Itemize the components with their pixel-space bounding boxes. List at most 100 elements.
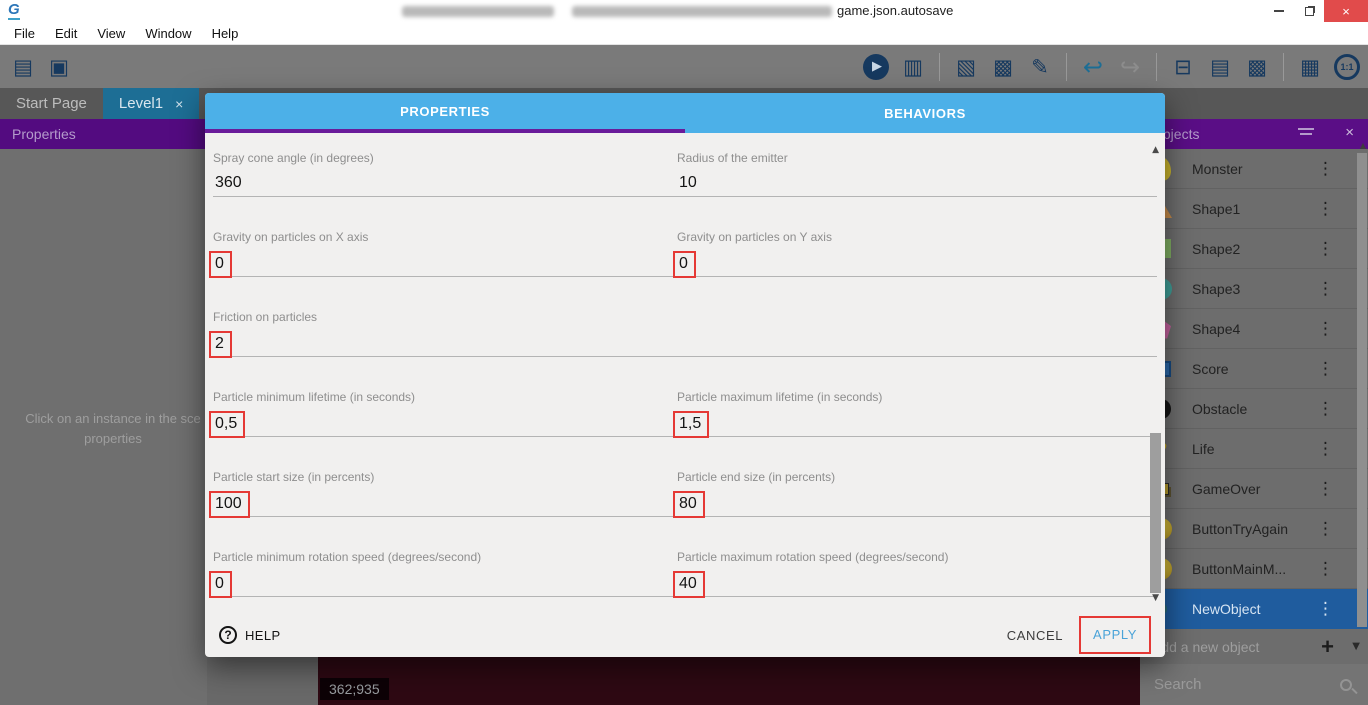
menu-item-file[interactable]: File bbox=[14, 25, 35, 41]
add-object-plus-icon[interactable]: + bbox=[1321, 633, 1334, 659]
dialog-tab-properties[interactable]: PROPERTIES bbox=[205, 93, 685, 133]
dialog-scrollbar-thumb[interactable] bbox=[1150, 433, 1161, 593]
menu-item-window[interactable]: Window bbox=[145, 25, 192, 41]
field-label: Particle end size (in percents) bbox=[677, 470, 836, 484]
object-name: NewObject bbox=[1192, 600, 1261, 617]
field-input-highlighted[interactable]: 0 bbox=[209, 251, 232, 278]
field-input-highlighted[interactable]: 2 bbox=[209, 331, 232, 358]
object-menu-icon[interactable]: ⋮ bbox=[1317, 318, 1334, 339]
start-page-icon[interactable]: ▣ bbox=[44, 52, 74, 82]
object-row-gameover[interactable]: GameOver ⋮ bbox=[1140, 469, 1368, 509]
redo-icon[interactable]: ↪ bbox=[1115, 52, 1145, 82]
window-title: game.json.autosave bbox=[837, 3, 954, 18]
apply-button[interactable]: APPLY bbox=[1093, 627, 1137, 642]
object-row-monster[interactable]: Monster ⋮ bbox=[1140, 149, 1368, 189]
object-row-button[interactable]: ButtonTryAgain ⋮ bbox=[1140, 509, 1368, 549]
object-row-life[interactable]: ♥Life⋮ bbox=[1140, 429, 1368, 469]
scene-canvas[interactable]: 362;935 bbox=[318, 657, 1140, 705]
object-row-newobject[interactable]: NewObject ⋮ bbox=[1140, 589, 1368, 629]
object-menu-icon[interactable]: ⋮ bbox=[1317, 198, 1334, 219]
field-input-highlighted[interactable]: 100 bbox=[209, 491, 250, 518]
tab-close-icon[interactable]: × bbox=[175, 95, 184, 112]
field: Particle end size (in percents) 80 bbox=[673, 470, 1141, 518]
object-menu-icon[interactable]: ⋮ bbox=[1317, 478, 1334, 499]
grid-icon[interactable]: ▦ bbox=[1295, 52, 1325, 82]
project-manager-icon[interactable]: ▤ bbox=[8, 52, 38, 82]
field-input-highlighted[interactable]: 0 bbox=[209, 571, 232, 598]
menu-item-view[interactable]: View bbox=[97, 25, 126, 41]
objects-scrollbar-thumb[interactable] bbox=[1357, 153, 1367, 627]
menu-item-help[interactable]: Help bbox=[211, 25, 239, 41]
dialog-scroll-down-icon[interactable]: ▼ bbox=[1152, 593, 1159, 603]
dialog-scroll-up-icon[interactable]: ▲ bbox=[1152, 145, 1159, 155]
edit-scene-icon[interactable]: ✎ bbox=[1025, 52, 1055, 82]
object-row-shape3[interactable]: Shape3 ⋮ bbox=[1140, 269, 1368, 309]
object-menu-icon[interactable]: ⋮ bbox=[1317, 438, 1334, 459]
help-icon[interactable]: ? bbox=[219, 626, 237, 644]
field: Gravity on particles on X axis 0 bbox=[209, 230, 677, 278]
layers-icon[interactable]: ▩ bbox=[1242, 52, 1272, 82]
cancel-button[interactable]: CANCEL bbox=[1006, 627, 1064, 643]
object-menu-icon[interactable]: ⋮ bbox=[1317, 358, 1334, 379]
field-input-highlighted[interactable]: 80 bbox=[673, 491, 705, 518]
new-object-icon[interactable]: ▧ bbox=[951, 52, 981, 82]
add-object-input[interactable] bbox=[1152, 638, 1292, 655]
restore-icon bbox=[1304, 6, 1314, 16]
object-row-shape1[interactable]: Shape1 ⋮ bbox=[1140, 189, 1368, 229]
field-input-highlighted[interactable]: 0,5 bbox=[209, 411, 246, 438]
field: Friction on particles 2 bbox=[209, 310, 677, 358]
dialog-tab-behaviors[interactable]: BEHAVIORS bbox=[884, 105, 966, 121]
object-row-obstacle[interactable]: Obstacle ⋮ bbox=[1140, 389, 1368, 429]
field-input-highlighted[interactable]: 0 bbox=[673, 251, 696, 278]
object-menu-icon[interactable]: ⋮ bbox=[1317, 238, 1334, 259]
help-button[interactable]: HELP bbox=[245, 627, 281, 643]
add-object-row: + ▼ bbox=[1140, 629, 1368, 664]
zoom-ratio-icon[interactable]: 1:1 bbox=[1332, 52, 1362, 82]
restore-button[interactable] bbox=[1294, 0, 1324, 22]
object-menu-icon[interactable]: ⋮ bbox=[1317, 598, 1334, 619]
search-row bbox=[1140, 664, 1368, 705]
instances-list-icon[interactable]: ▤ bbox=[1205, 52, 1235, 82]
field-input[interactable]: 10 bbox=[679, 174, 697, 191]
object-groups-icon[interactable]: ▩ bbox=[988, 52, 1018, 82]
filter-icon[interactable] bbox=[1298, 128, 1314, 138]
object-menu-icon[interactable]: ⋮ bbox=[1317, 398, 1334, 419]
delete-instances-icon[interactable]: ⊟ bbox=[1168, 52, 1198, 82]
object-menu-icon[interactable]: ⋮ bbox=[1317, 158, 1334, 179]
search-input[interactable] bbox=[1154, 676, 1304, 693]
close-icon: × bbox=[1342, 3, 1350, 19]
object-properties-dialog: PROPERTIES BEHAVIORS ▲ ▼ Spray cone angle… bbox=[205, 93, 1165, 657]
object-menu-icon[interactable]: ⋮ bbox=[1317, 558, 1334, 579]
object-row-score[interactable]: Score ⋮ bbox=[1140, 349, 1368, 389]
undo-icon[interactable]: ↩ bbox=[1078, 52, 1108, 82]
dialog-content: ▲ ▼ Spray cone angle (in degrees) 360 Radi… bbox=[205, 133, 1165, 613]
field: Particle minimum lifetime (in seconds) 0,… bbox=[209, 390, 677, 438]
object-menu-icon[interactable]: ⋮ bbox=[1317, 518, 1334, 539]
properties-empty-message: Click on an instance in the sce properti… bbox=[25, 411, 201, 446]
objects-panel-close-icon[interactable]: × bbox=[1345, 124, 1354, 141]
field-input-highlighted[interactable]: 1,5 bbox=[673, 411, 710, 438]
delete-instances-icon-glyph: ⊟ bbox=[1174, 54, 1192, 79]
debug-icon[interactable]: ▥ bbox=[898, 52, 928, 82]
menu-item-edit[interactable]: Edit bbox=[54, 25, 78, 41]
objects-scroll-up-icon[interactable]: ▲ bbox=[1359, 141, 1366, 150]
minimize-button[interactable] bbox=[1264, 0, 1294, 22]
dialog-tab-bar: PROPERTIES BEHAVIORS bbox=[205, 93, 1165, 133]
layers-icon-glyph: ▩ bbox=[1247, 54, 1267, 79]
tab-start-page[interactable]: Start Page bbox=[0, 88, 103, 119]
field-row: Spray cone angle (in degrees) 360 Radius o… bbox=[213, 151, 1157, 197]
tab-level1[interactable]: Level1 × bbox=[102, 88, 200, 119]
properties-panel: Properties Click on an instance in the s… bbox=[0, 119, 207, 705]
close-button[interactable]: × bbox=[1324, 0, 1368, 22]
field-label: Gravity on particles on Y axis bbox=[677, 230, 832, 244]
object-row-button[interactable]: ButtonMainM... ⋮ bbox=[1140, 549, 1368, 589]
object-row-shape2[interactable]: Shape2 ⋮ bbox=[1140, 229, 1368, 269]
object-name: ButtonTryAgain bbox=[1192, 520, 1288, 537]
field-input[interactable]: 360 bbox=[215, 174, 242, 191]
object-row-shape4[interactable]: Shape4 ⋮ bbox=[1140, 309, 1368, 349]
redo-icon-glyph: ↪ bbox=[1119, 52, 1141, 81]
field-input-highlighted[interactable]: 40 bbox=[673, 571, 705, 598]
play-icon[interactable]: ▶ bbox=[861, 52, 891, 82]
add-object-dropdown-icon[interactable]: ▼ bbox=[1352, 641, 1360, 652]
object-menu-icon[interactable]: ⋮ bbox=[1317, 278, 1334, 299]
